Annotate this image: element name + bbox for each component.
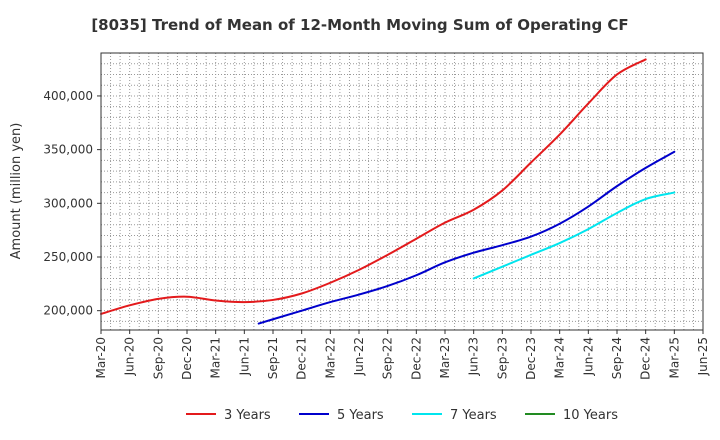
plot-area xyxy=(101,53,703,330)
x-tick-label: Dec-21 xyxy=(295,337,309,380)
x-tick-label: Sep-22 xyxy=(381,337,395,379)
x-tick-label: Dec-22 xyxy=(409,337,423,380)
x-tick-label: Jun-25 xyxy=(696,337,710,376)
x-tick-label: Mar-20 xyxy=(94,337,108,378)
plot-frame xyxy=(100,52,704,331)
series-line-3-years xyxy=(100,58,647,315)
x-tick-label: Sep-23 xyxy=(495,337,509,379)
x-tick-label: Sep-24 xyxy=(610,337,624,379)
y-tick-label: 200,000 xyxy=(43,304,93,318)
x-tick-label: Dec-23 xyxy=(524,337,538,380)
y-tick-label: 350,000 xyxy=(43,143,93,157)
x-tick-label: Sep-20 xyxy=(151,337,165,379)
y-axis-label: Amount (million yen) xyxy=(9,123,24,260)
x-tick-label: Mar-24 xyxy=(553,337,567,378)
legend-label-3-years: 3 Years xyxy=(224,408,271,423)
legend: 3 Years 5 Years 7 Years 10 Years xyxy=(186,408,618,423)
y-tick-label: 300,000 xyxy=(43,196,93,210)
y-axis-ticks: 200,000 250,000 300,000 350,000 400,000 xyxy=(43,89,101,318)
y-tick-label: 250,000 xyxy=(43,250,93,264)
x-tick-label: Sep-21 xyxy=(266,337,280,379)
x-tick-label: Mar-23 xyxy=(438,337,452,378)
x-tick-label: Jun-24 xyxy=(581,337,595,376)
x-tick-label: Dec-20 xyxy=(180,337,194,380)
x-tick-label: Jun-22 xyxy=(352,337,366,376)
x-tick-label: Jun-21 xyxy=(237,337,251,376)
x-axis-ticks: Mar-20 Jun-20 Sep-20 Dec-20 Mar-21 Jun-21 Sep-… xyxy=(94,330,710,380)
x-tick-label: Dec-24 xyxy=(639,337,653,380)
x-tick-label: Jun-20 xyxy=(123,337,137,376)
legend-label-5-years: 5 Years xyxy=(337,408,384,423)
chart-title: [8035] Trend of Mean of 12-Month Moving … xyxy=(91,16,628,34)
legend-label-7-years: 7 Years xyxy=(450,408,497,423)
legend-label-10-years: 10 Years xyxy=(563,408,618,423)
series-line-7-years xyxy=(472,191,676,280)
x-tick-label: Mar-21 xyxy=(209,337,223,378)
y-tick-label: 400,000 xyxy=(43,89,93,103)
series-lines xyxy=(100,58,676,325)
x-tick-label: Jun-23 xyxy=(467,337,481,376)
x-tick-label: Mar-22 xyxy=(323,337,337,378)
x-tick-label: Mar-25 xyxy=(667,337,681,378)
series-line-5-years xyxy=(257,150,676,325)
